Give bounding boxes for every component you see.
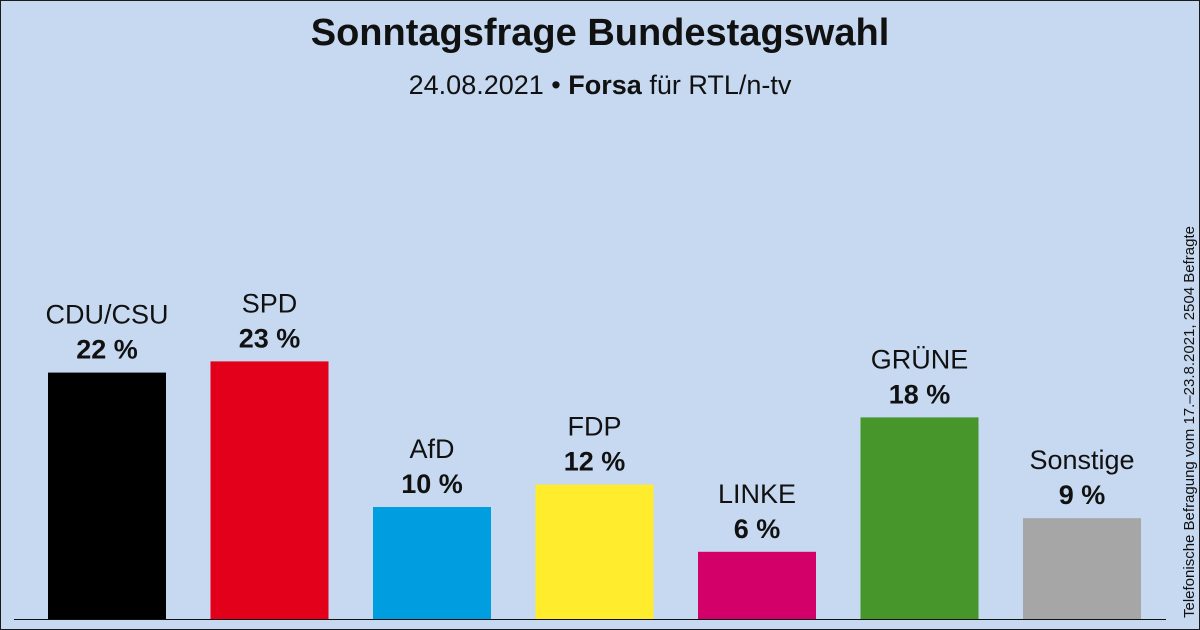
party-label-afd: AfD <box>409 434 454 464</box>
value-label-cdu-csu: 22 % <box>76 335 138 365</box>
bar-afd <box>373 507 491 619</box>
chart-title: Sonntagsfrage Bundestagswahl <box>310 12 890 54</box>
poll-date: 24.08.2021 <box>408 70 544 100</box>
party-label-linke: LINKE <box>718 479 796 509</box>
party-label-sonstige: Sonstige <box>1029 445 1134 475</box>
value-label-afd: 10 % <box>401 469 463 499</box>
poll-client: für RTL/n-tv <box>649 70 792 100</box>
party-label-spd: SPD <box>242 288 298 318</box>
value-label-fdp: 12 % <box>564 447 626 477</box>
bar-cdu-csu <box>48 372 166 619</box>
party-label-cdu-csu: CDU/CSU <box>45 300 168 330</box>
party-label-fdp: FDP <box>568 412 622 442</box>
bar-spd <box>210 361 329 619</box>
value-label-linke: 6 % <box>734 514 781 544</box>
value-label-grüne: 18 % <box>889 379 951 409</box>
bar-fdp <box>535 484 654 619</box>
bar-grüne <box>860 417 979 619</box>
pollster-name: Forsa <box>568 70 642 100</box>
party-label-grüne: GRÜNE <box>871 344 969 374</box>
bar-sonstige <box>1023 518 1141 619</box>
value-label-spd: 23 % <box>239 323 301 353</box>
bar-linke <box>698 551 816 619</box>
separator-dot: • <box>551 70 561 100</box>
value-label-sonstige: 9 % <box>1059 480 1106 510</box>
chart-subtitle: 24.08.2021 • Forsa für RTL/n-tv <box>0 70 1200 101</box>
